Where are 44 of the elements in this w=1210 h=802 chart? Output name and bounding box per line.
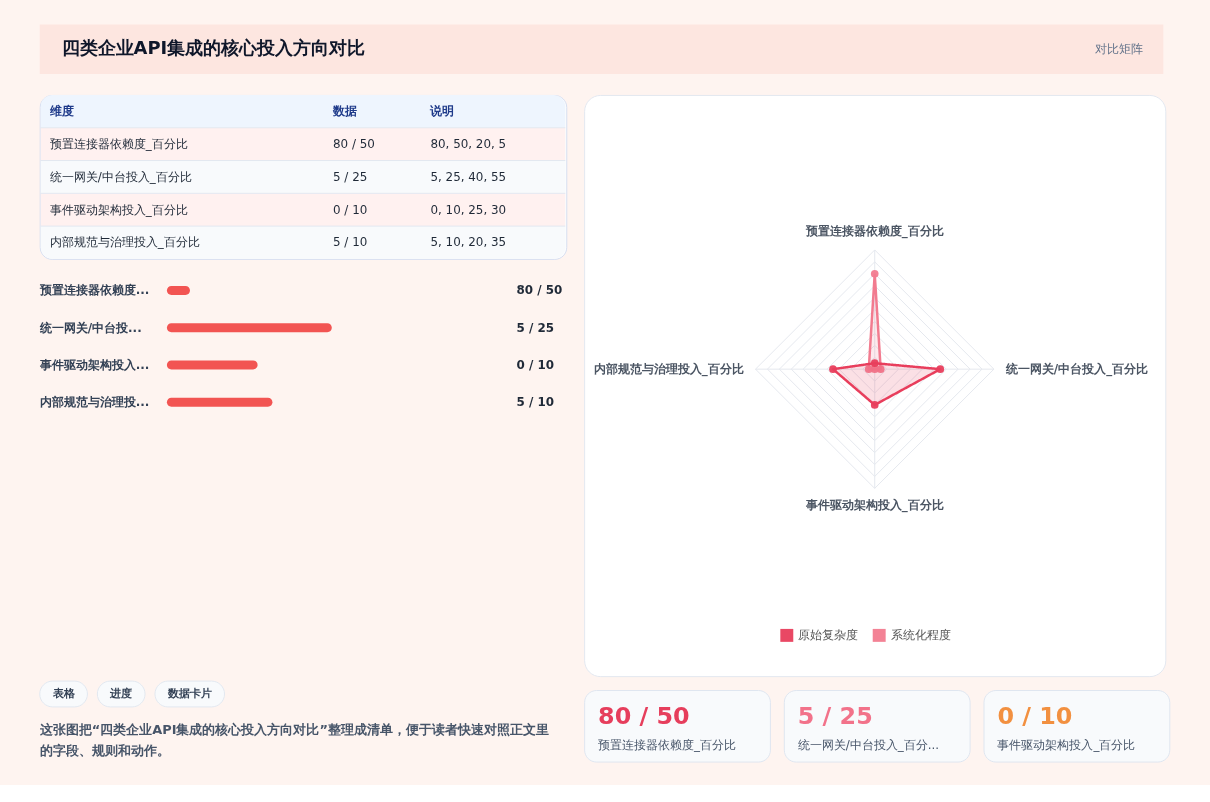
text: 0 / 10 [516, 357, 555, 372]
text: 5 / 25 [333, 169, 368, 184]
text: 内部规范与治理投入_百分比 [49, 235, 200, 250]
text: 5 / 10 [516, 395, 555, 410]
text: 80 / 50 [598, 701, 690, 730]
spoke-label: 内部规范与治理投入_百分比 [593, 362, 744, 378]
y-tick-label: 预置连接器依赖度... [38, 283, 150, 298]
category-label: 预置连接器依赖度_百分比 [598, 737, 736, 752]
text: 5, 25, 40, 55 [430, 169, 507, 184]
spoke-label: 统一网关/中台投入_百分比 [1004, 362, 1149, 378]
category-label: 统一网关/中台投入_百分... [797, 737, 940, 752]
category-label: 维度 [48, 104, 74, 119]
category-label: 表格 [51, 686, 76, 700]
legend-label: 系统化程度 [890, 628, 951, 643]
bar [166, 397, 273, 407]
text: 0, 10, 25, 30 [430, 202, 507, 217]
bar [166, 323, 332, 333]
y-tick-label: 内部规范与治理投... [39, 395, 150, 410]
text: 5 / 25 [516, 320, 555, 335]
category-label: 数据 [332, 104, 358, 119]
text: 统一网关/中台投入_百分比 [49, 169, 192, 184]
text: 0 / 10 [997, 701, 1073, 730]
text: 80 / 50 [516, 283, 563, 298]
category-label: 进度 [109, 686, 133, 700]
text: 80 / 50 [333, 137, 375, 152]
text: 事件驱动架构投入_百分比 [49, 202, 188, 217]
category-label: 数据卡片 [166, 686, 212, 700]
text: 预置连接器依赖度_百分比 [49, 137, 188, 152]
text: 四类企业API集成的核心投入方向对比 [61, 37, 366, 59]
category-label: 事件驱动架构投入_百分比 [997, 737, 1136, 752]
spoke-label: 事件驱动架构投入_百分比 [804, 498, 944, 514]
y-tick-label: 统一网关/中台投... [38, 320, 142, 335]
bar [166, 360, 258, 370]
text: 5 / 25 [797, 701, 873, 730]
text: 5, 10, 20, 35 [430, 235, 507, 250]
legend-label: 原始复杂度 [798, 628, 859, 643]
text: 对比矩阵 [1095, 42, 1144, 57]
text: 0 / 10 [333, 202, 368, 217]
text: 5 / 10 [333, 235, 368, 250]
text: 80, 50, 20, 5 [430, 137, 507, 152]
text: 这张图把“四类企业API集成的核心投入方向对比”整理成清单，便于读者快速对照正文里的字段、规则和动作。 [38, 721, 549, 758]
y-tick-label: 事件驱动架构投入... [38, 357, 150, 372]
category-label: 说明 [429, 104, 455, 119]
spoke-label: 预置连接器依赖度_百分比 [804, 224, 944, 240]
